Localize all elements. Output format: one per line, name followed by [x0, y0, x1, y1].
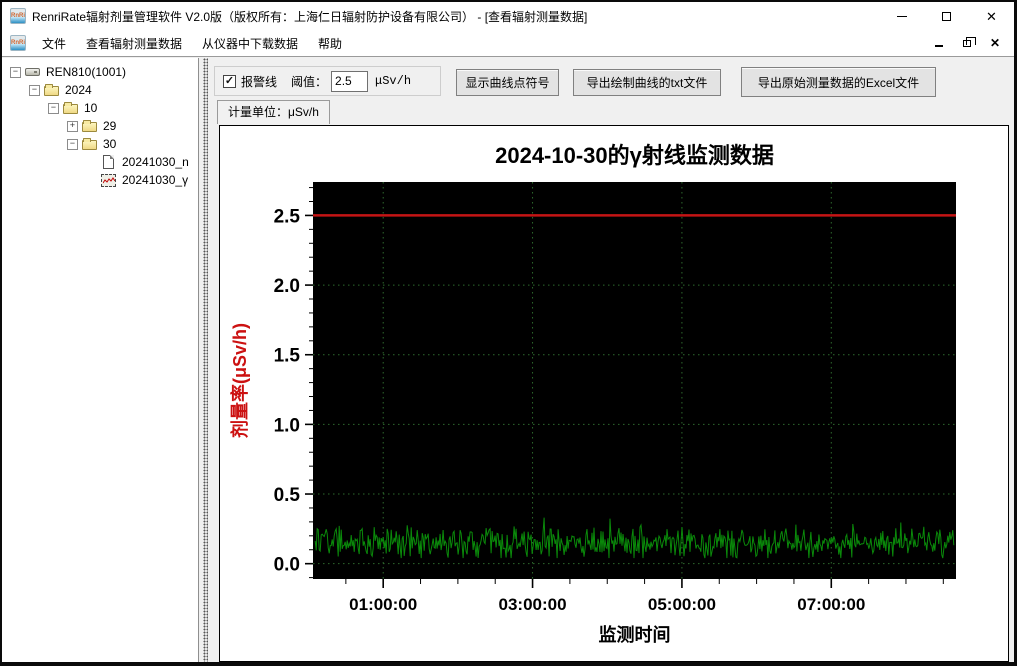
mdi-minimize-button[interactable]: [932, 36, 946, 50]
folder-icon: [82, 118, 99, 134]
tree-item-label: 29: [103, 119, 117, 133]
app-logo-icon: RnRi: [10, 8, 26, 24]
folder-icon: [44, 82, 61, 98]
mdi-close-icon: ✕: [989, 36, 1001, 50]
maximize-icon: [942, 11, 951, 21]
svg-text:2024-10-30的γ射线监测数据: 2024-10-30的γ射线监测数据: [495, 143, 774, 168]
tree-item-10[interactable]: − 10: [2, 99, 198, 117]
svg-text:0.0: 0.0: [274, 555, 300, 576]
menu-bar: RnRi 文件 查看辐射测量数据 从仪器中下载数据 帮助 ✕: [2, 30, 1014, 57]
svg-text:07:00:00: 07:00:00: [797, 595, 865, 614]
collapse-toggle-icon[interactable]: −: [67, 138, 78, 150]
tree-item-label: 10: [84, 101, 98, 115]
threshold-unit-label: μSv/h: [375, 74, 412, 88]
minimize-icon: [896, 15, 907, 17]
tree-item-REN810(1001)[interactable]: − REN810(1001): [2, 63, 198, 81]
panel-splitter[interactable]: [200, 58, 212, 662]
device-tree-panel: − REN810(1001) −2024−10 +29−30 20241030_n 202…: [2, 58, 199, 662]
svg-text:剂量率(μSv/h): 剂量率(μSv/h): [229, 323, 250, 438]
svg-text:03:00:00: 03:00:00: [499, 595, 567, 614]
tree-item-2024[interactable]: − 2024: [2, 81, 198, 99]
svg-text:0.5: 0.5: [274, 485, 301, 506]
main-panel: ✓ 报警线 阈值： μSv/h 显示曲线点符号 导出绘制曲线的txt文件 导出原…: [212, 58, 1014, 662]
collapse-toggle-icon[interactable]: −: [48, 102, 59, 114]
title-bar: RnRi RenriRate辐射剂量管理软件 V2.0版（版权所有：上海仁日辐射…: [2, 2, 1014, 30]
tab-measure-unit[interactable]: 计量单位：μSv/h: [217, 100, 330, 124]
svg-text:1.5: 1.5: [274, 346, 301, 367]
tree-item-label: 20241030_n: [122, 155, 189, 169]
show-point-symbols-button[interactable]: 显示曲线点符号: [456, 69, 559, 96]
tree-item-label: 30: [103, 137, 117, 151]
threshold-label: 阈值：: [291, 74, 328, 89]
document-icon: [101, 154, 118, 170]
svg-text:01:00:00: 01:00:00: [349, 595, 417, 614]
svg-text:2.5: 2.5: [274, 206, 301, 227]
chart-icon: [101, 172, 118, 188]
svg-text:1.0: 1.0: [274, 415, 300, 436]
chart-panel: 0.0 0.5 1.0 1.5 2.0 2.5 01:00:00 03:00:00 05:00:…: [219, 125, 1009, 662]
alarm-line-checkbox[interactable]: ✓: [223, 74, 236, 88]
chart-canvas: 0.0 0.5 1.0 1.5 2.0 2.5 01:00:00 03:00:00 05:00:…: [229, 143, 956, 645]
alarm-settings-group: ✓ 报警线 阈值： μSv/h: [214, 66, 441, 96]
svg-text:2.0: 2.0: [274, 276, 300, 297]
menu-items: 文件 查看辐射测量数据 从仪器中下载数据 帮助: [32, 30, 352, 57]
close-button[interactable]: ✕: [969, 2, 1014, 30]
window-title: RenriRate辐射剂量管理软件 V2.0版（版权所有：上海仁日辐射防护设备有…: [32, 9, 588, 24]
svg-text:05:00:00: 05:00:00: [648, 595, 716, 614]
minimize-button[interactable]: [879, 2, 924, 30]
maximize-button[interactable]: [924, 2, 969, 30]
export-txt-button[interactable]: 导出绘制曲线的txt文件: [573, 69, 721, 96]
menu-item-2[interactable]: 从仪器中下载数据: [202, 36, 299, 51]
tree-item-20241030_n[interactable]: 20241030_n: [2, 153, 198, 171]
device-icon: [25, 64, 42, 80]
mdi-restore-icon: [963, 36, 976, 47]
tree-item-label: REN810(1001): [46, 65, 127, 79]
mdi-restore-button[interactable]: [960, 36, 976, 50]
mdi-window-controls: ✕: [932, 36, 1014, 50]
tree-item-20241030_γ[interactable]: 20241030_γ: [2, 171, 198, 189]
collapse-toggle-icon[interactable]: −: [29, 84, 40, 96]
menu-item-0[interactable]: 文件: [42, 36, 67, 51]
tree-item-30[interactable]: − 30: [2, 135, 198, 153]
mdi-minimize-icon: [935, 45, 943, 47]
alarm-line-label: 报警线: [241, 74, 278, 89]
content-area: − REN810(1001) −2024−10 +29−30 20241030_n 202…: [2, 58, 1014, 662]
export-excel-button[interactable]: 导出原始测量数据的Excel文件: [741, 67, 936, 97]
expand-toggle-icon[interactable]: +: [67, 120, 78, 132]
folder-icon: [82, 136, 99, 152]
menu-item-3[interactable]: 帮助: [318, 36, 343, 51]
menu-item-1[interactable]: 查看辐射测量数据: [86, 36, 183, 51]
close-icon: ✕: [986, 8, 997, 24]
document-logo-icon: RnRi: [10, 35, 26, 51]
svg-text:监测时间: 监测时间: [599, 624, 671, 645]
tree-item-label: 20241030_γ: [122, 173, 189, 187]
threshold-input[interactable]: [331, 70, 369, 92]
folder-icon: [63, 100, 80, 116]
tree-item-label: 2024: [65, 83, 92, 97]
collapse-toggle-icon[interactable]: −: [10, 66, 21, 78]
tree-item-29[interactable]: +29: [2, 117, 198, 135]
mdi-close-button[interactable]: ✕: [988, 36, 1002, 50]
